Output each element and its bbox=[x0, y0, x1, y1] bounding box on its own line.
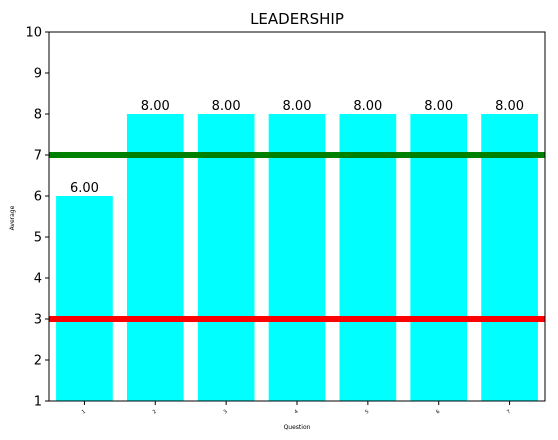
bars bbox=[49, 114, 545, 401]
x-tick-label: 3 bbox=[223, 409, 229, 416]
y-axis-ticks: 1 2 3 4 5 6 7 8 9 10 bbox=[25, 26, 49, 410]
y-tick-label: 1 bbox=[34, 395, 42, 410]
x-tick-label: 2 bbox=[152, 409, 158, 416]
y-axis-label: Average bbox=[9, 205, 16, 230]
bar bbox=[268, 114, 326, 401]
data-label: 8.00 bbox=[141, 99, 170, 114]
y-tick-label: 5 bbox=[34, 231, 42, 246]
x-tick-label: 1 bbox=[81, 409, 87, 416]
plot-area: 6.00 8.00 8.00 8.00 8.00 8.00 8.00 bbox=[49, 99, 545, 401]
bar bbox=[197, 114, 255, 401]
bar bbox=[126, 114, 184, 401]
data-label: 8.00 bbox=[353, 99, 382, 114]
y-tick-label: 4 bbox=[34, 272, 42, 287]
y-tick-label: 10 bbox=[25, 26, 42, 41]
data-label: 8.00 bbox=[495, 99, 524, 114]
x-axis-ticks: 1 2 3 4 5 6 7 bbox=[81, 401, 512, 416]
x-tick-label: 5 bbox=[364, 409, 370, 416]
x-tick-label: 6 bbox=[435, 409, 441, 416]
chart-title: LEADERSHIP bbox=[250, 10, 344, 28]
bar bbox=[339, 114, 397, 401]
y-tick-label: 7 bbox=[34, 149, 42, 164]
bar bbox=[56, 196, 113, 401]
bar bbox=[481, 114, 538, 401]
y-tick-label: 9 bbox=[34, 67, 42, 82]
y-tick-label: 6 bbox=[34, 190, 42, 205]
data-label: 8.00 bbox=[212, 99, 241, 114]
y-tick-label: 2 bbox=[34, 354, 42, 369]
y-tick-label: 3 bbox=[34, 313, 42, 328]
data-label: 8.00 bbox=[424, 99, 453, 114]
bar bbox=[410, 114, 468, 401]
y-tick-label: 8 bbox=[34, 108, 42, 123]
x-axis-label: Question bbox=[284, 424, 311, 431]
data-label: 6.00 bbox=[70, 181, 99, 196]
data-label: 8.00 bbox=[283, 99, 312, 114]
x-tick-label: 4 bbox=[293, 409, 299, 416]
x-tick-label: 7 bbox=[506, 409, 512, 416]
